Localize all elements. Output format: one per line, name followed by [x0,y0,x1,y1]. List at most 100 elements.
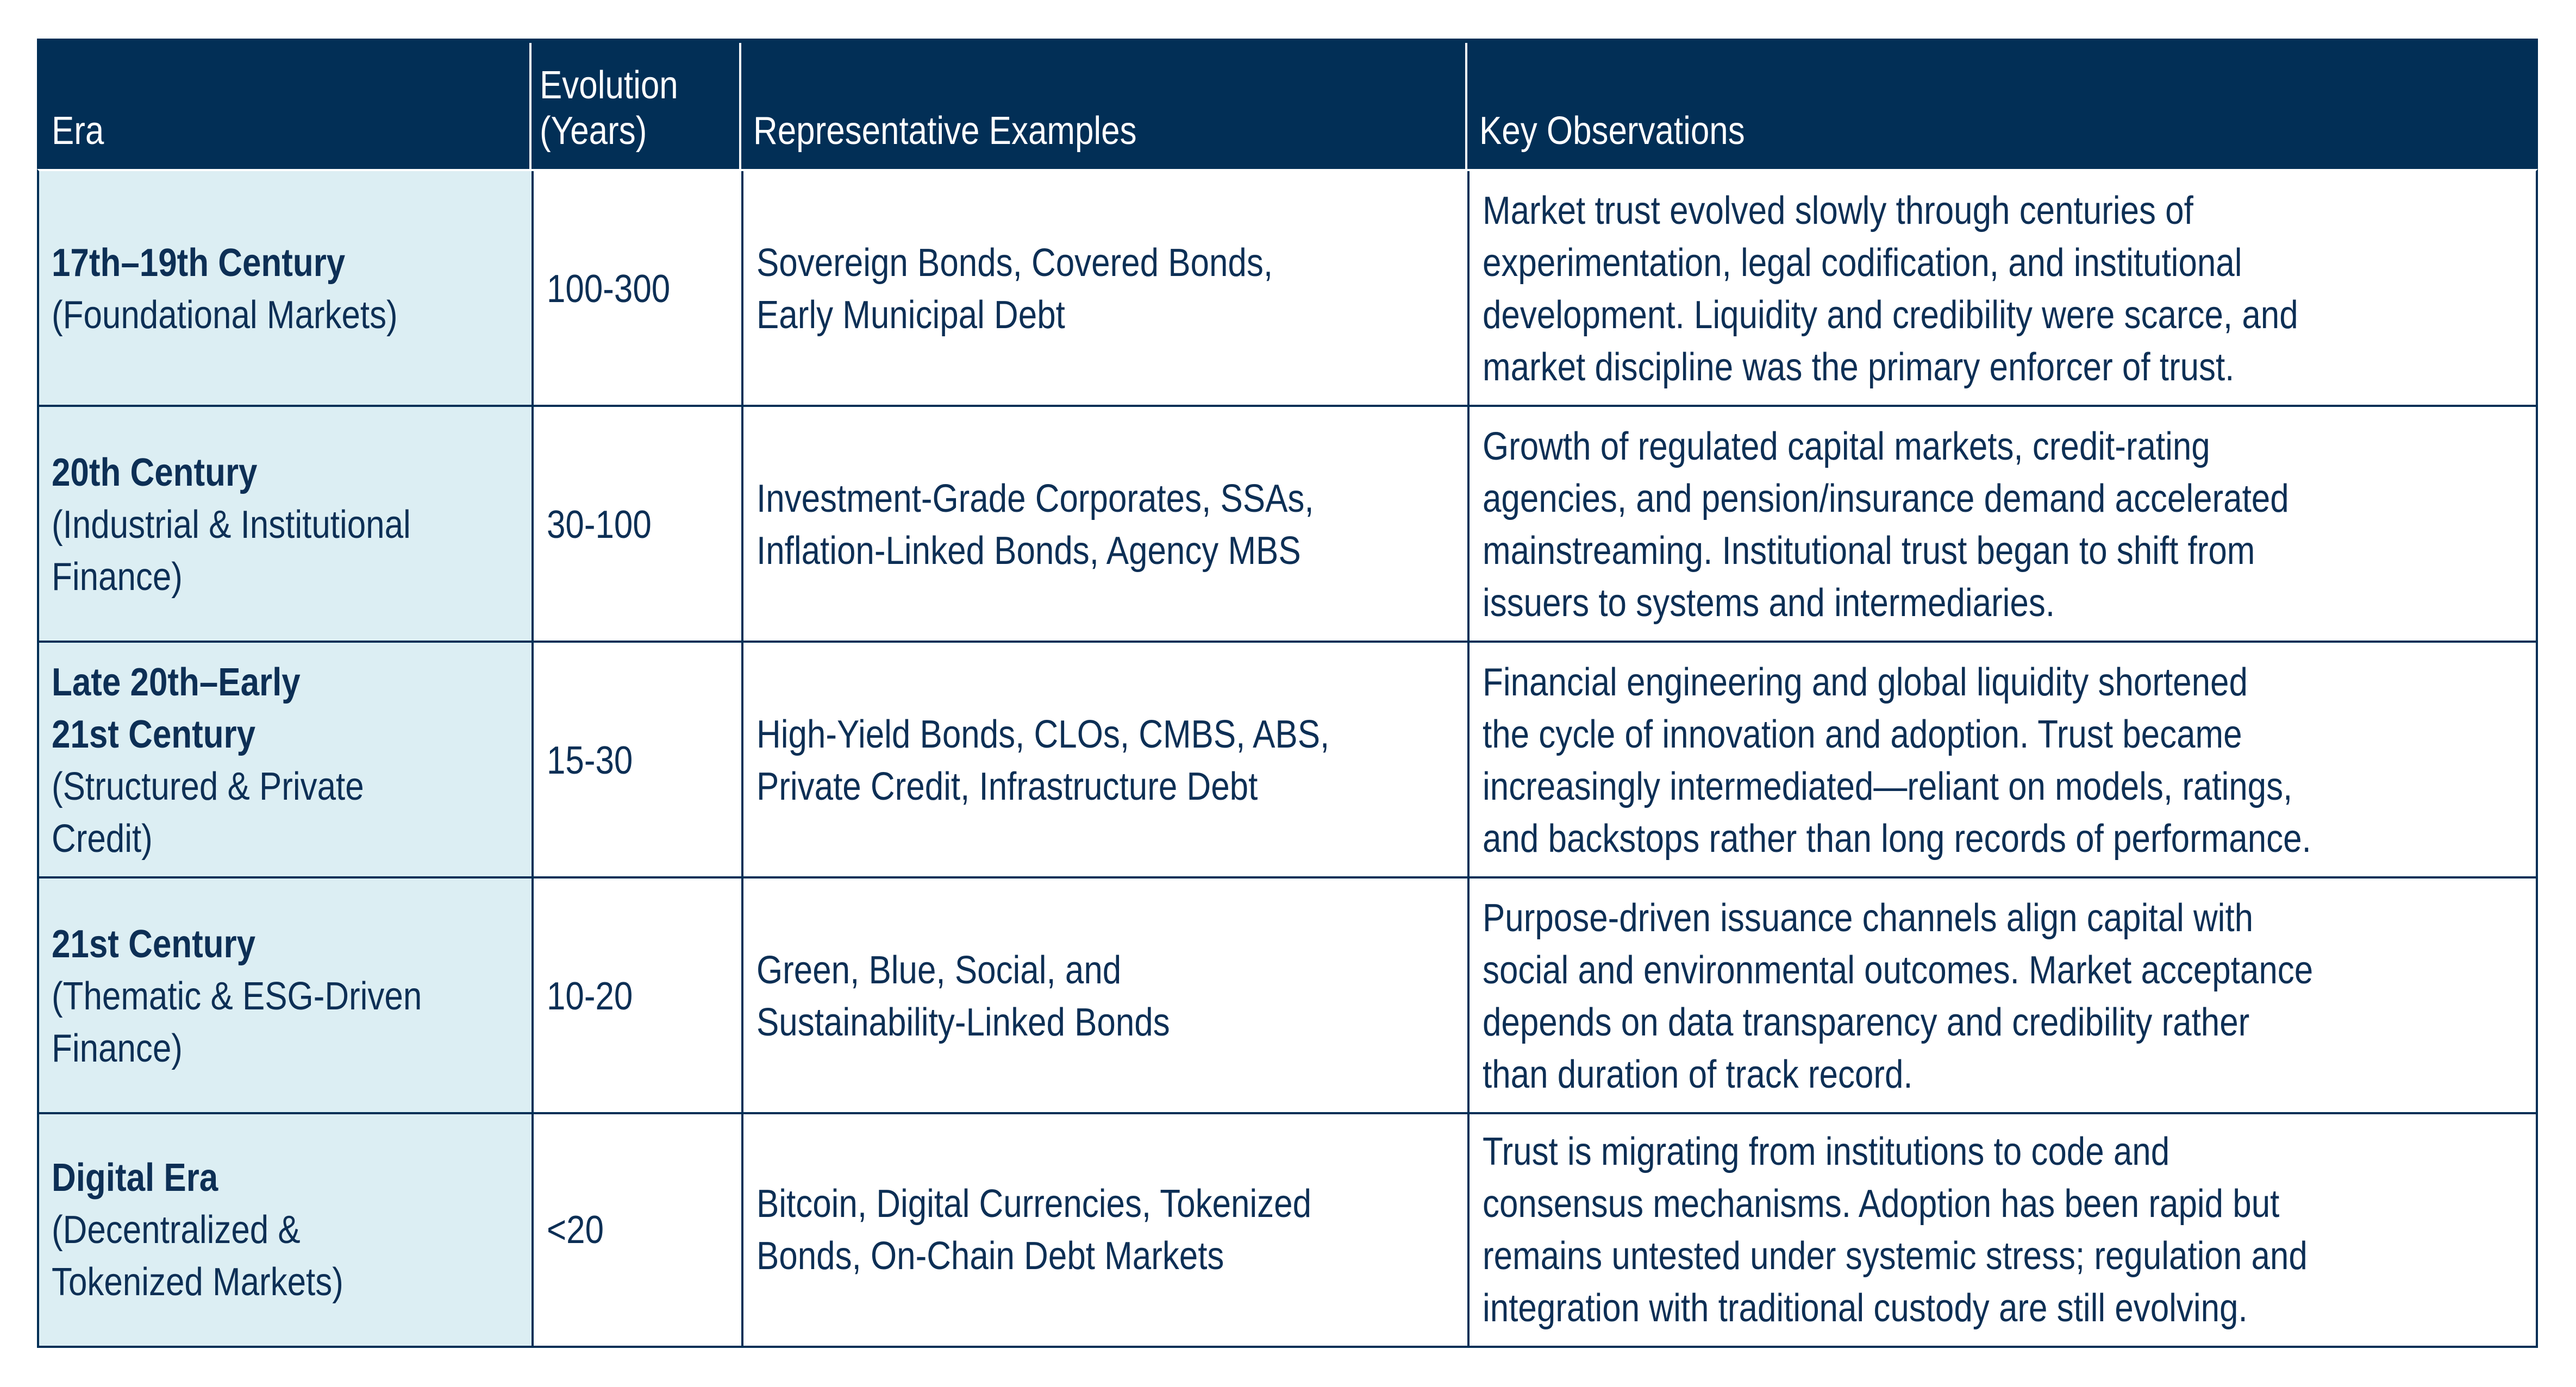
era-title: Digital Era [52,1156,218,1200]
evolution-years: 100-300 [547,267,671,311]
observations-cell: Growth of regulated capital markets, cre… [1470,407,2536,643]
examples-cell: Bitcoin, Digital Currencies, Tokenized B… [743,1114,1467,1346]
observations-line: remains untested under systemic stress; … [1483,1234,2308,1278]
evolution-cell: 10-20 [534,878,741,1114]
era-cell: 21st Century (Thematic & ESG-Driven Fina… [39,878,532,1114]
observations-line: integration with traditional custody are… [1483,1286,2248,1330]
header-era: Era [37,39,529,169]
examples-cell: Investment-Grade Corporates, SSAs, Infla… [743,407,1467,643]
examples-cell: High-Yield Bonds, CLOs, CMBS, ABS, Priva… [743,643,1467,878]
evolution-cell: 100-300 [534,171,741,407]
examples-line: Bonds, On-Chain Debt Markets [756,1234,1224,1278]
era-subtitle: Finance) [52,1027,183,1070]
column-divider [1467,878,1470,1114]
observations-line: experimentation, legal codification, and… [1483,241,2242,285]
era-cell: Digital Era (Decentralized & Tokenized M… [39,1114,532,1346]
examples-cell: Green, Blue, Social, and Sustainability-… [743,878,1467,1114]
examples-line: Early Municipal Debt [756,293,1065,337]
column-divider [532,171,534,407]
examples-line: High-Yield Bonds, CLOs, CMBS, ABS, [756,713,1330,756]
examples-line: Green, Blue, Social, and [756,949,1122,992]
era-subtitle: (Decentralized & [52,1208,301,1252]
era-title: 20th Century [52,451,258,494]
examples-line: Inflation-Linked Bonds, Agency MBS [756,529,1301,573]
era-subtitle: (Foundational Markets) [52,293,398,337]
table-row: 17th–19th Century (Foundational Markets)… [39,171,2536,407]
era-cell: 17th–19th Century (Foundational Markets) [39,171,532,407]
column-divider [741,407,743,643]
header-observations: Key Observations [1467,39,2538,169]
column-divider [1467,407,1470,643]
observations-line: market discipline was the primary enforc… [1483,346,2235,389]
era-title: Late 20th–Early [52,661,301,704]
column-divider [741,643,743,878]
observations-cell: Trust is migrating from institutions to … [1470,1114,2536,1346]
header-examples: Representative Examples [741,39,1465,169]
era-title: 21st Century [52,713,256,756]
observations-line: increasingly intermediated—reliant on mo… [1483,765,2293,808]
column-divider [1467,1114,1470,1346]
table-row: Digital Era (Decentralized & Tokenized M… [39,1114,2536,1346]
header-divider [739,43,741,169]
era-title: 21st Century [52,922,256,966]
header-divider [1465,43,1467,169]
evolution-years: 30-100 [547,503,652,547]
observations-line: development. Liquidity and credibility w… [1483,293,2298,337]
observations-line: Market trust evolved slowly through cent… [1483,189,2193,233]
column-divider [532,407,534,643]
observations-line: the cycle of innovation and adoption. Tr… [1483,713,2242,756]
era-evolution-table: Era Evolution (Years) Representative Exa… [37,39,2538,1348]
examples-line: Sovereign Bonds, Covered Bonds, [756,241,1273,285]
row-divider [39,1112,2536,1114]
table-row: 20th Century (Industrial & Institutional… [39,407,2536,643]
column-divider [1467,643,1470,878]
evolution-cell: <20 [534,1114,741,1346]
observations-line: social and environmental outcomes. Marke… [1483,949,2314,992]
era-cell: Late 20th–Early 21st Century (Structured… [39,643,532,878]
observations-line: consensus mechanisms. Adoption has been … [1483,1182,2280,1226]
examples-cell: Sovereign Bonds, Covered Bonds, Early Mu… [743,171,1467,407]
header-evolution-label-line2: (Years) [540,109,647,153]
era-subtitle: (Industrial & Institutional [52,503,411,547]
observations-line: than duration of track record. [1483,1053,1913,1096]
examples-line: Sustainability-Linked Bonds [756,1001,1170,1044]
examples-line: Bitcoin, Digital Currencies, Tokenized [756,1182,1312,1226]
era-subtitle: Credit) [52,817,153,861]
observations-line: Trust is migrating from institutions to … [1483,1130,2170,1173]
examples-line: Investment-Grade Corporates, SSAs, [756,477,1314,520]
column-divider [741,1114,743,1346]
era-cell: 20th Century (Industrial & Institutional… [39,407,532,643]
era-subtitle: (Structured & Private [52,765,364,808]
examples-line: Private Credit, Infrastructure Debt [756,765,1258,808]
observations-line: depends on data transparency and credibi… [1483,1001,2250,1044]
observations-cell: Market trust evolved slowly through cent… [1470,171,2536,407]
column-divider [532,1114,534,1346]
table-row: Late 20th–Early 21st Century (Structured… [39,643,2536,878]
column-divider [532,643,534,878]
observations-line: agencies, and pension/insurance demand a… [1483,477,2289,520]
evolution-years: 10-20 [547,975,633,1018]
era-subtitle: Finance) [52,555,183,599]
evolution-cell: 15-30 [534,643,741,878]
observations-cell: Financial engineering and global liquidi… [1470,643,2536,878]
header-examples-label: Representative Examples [753,109,1137,153]
observations-line: Financial engineering and global liquidi… [1483,661,2248,704]
observations-line: mainstreaming. Institutional trust began… [1483,529,2255,573]
column-divider [741,878,743,1114]
era-subtitle: (Thematic & ESG-Driven [52,975,422,1018]
header-era-label: Era [52,109,104,153]
row-divider [39,876,2536,878]
table-header: Era Evolution (Years) Representative Exa… [37,39,2538,169]
header-observations-label: Key Observations [1479,109,1745,153]
table-row: 21st Century (Thematic & ESG-Driven Fina… [39,878,2536,1114]
evolution-years: <20 [547,1208,604,1252]
header-divider [529,43,532,169]
observations-line: and backstops rather than long records o… [1483,817,2311,861]
observations-line: issuers to systems and intermediaries. [1483,581,2055,625]
header-evolution-label-line1: Evolution [540,64,678,107]
observations-line: Growth of regulated capital markets, cre… [1483,425,2210,468]
observations-line: Purpose-driven issuance channels align c… [1483,896,2254,940]
era-subtitle: Tokenized Markets) [52,1260,343,1304]
table-body: 17th–19th Century (Foundational Markets)… [37,169,2538,1348]
column-divider [1467,171,1470,407]
